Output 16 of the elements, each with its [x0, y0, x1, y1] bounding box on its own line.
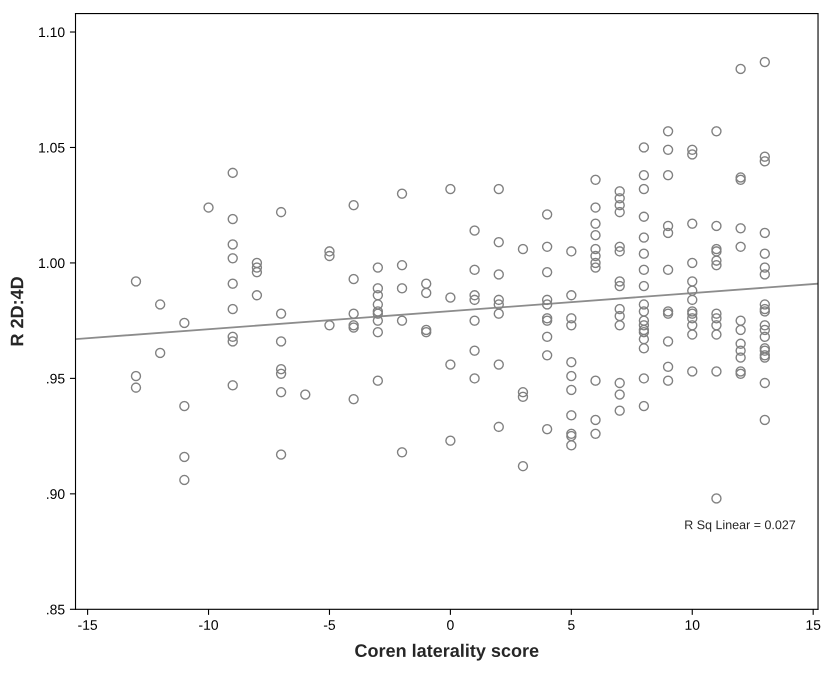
y-tick-label: .90	[47, 489, 65, 500]
x-tick-label: -5	[324, 620, 336, 630]
x-tick-label: 0	[447, 620, 454, 630]
x-tick-label: 15	[806, 620, 820, 630]
y-tick-label: .95	[47, 374, 65, 384]
x-tick-label: -15	[78, 620, 98, 630]
x-tick-label: 5	[568, 620, 575, 630]
y-tick-label: 1.10	[39, 27, 65, 38]
x-tick-label: 10	[686, 620, 700, 630]
y-axis-title: R 2D:4D	[10, 277, 24, 346]
x-tick-label: -10	[199, 620, 218, 630]
y-tick-label: .85	[47, 604, 65, 614]
y-tick-label: 1.00	[39, 258, 65, 268]
x-axis-title: Coren laterality score	[355, 644, 538, 661]
y-tick-label: 1.05	[39, 142, 65, 153]
annotation: R Sq Linear = 0.027	[685, 520, 796, 532]
